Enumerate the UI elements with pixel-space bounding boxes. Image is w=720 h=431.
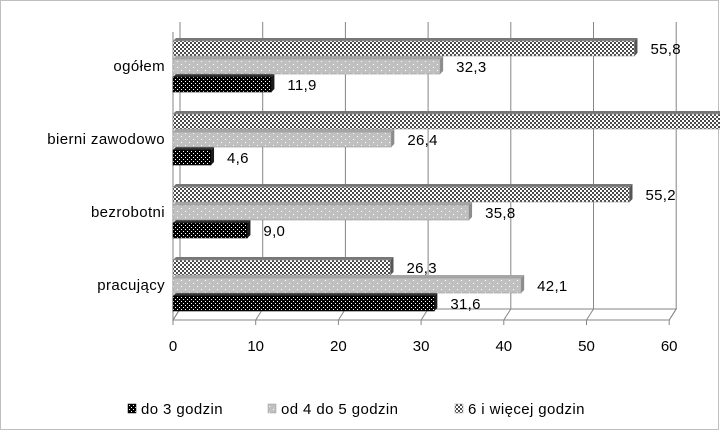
bar-front-face bbox=[172, 204, 470, 221]
bar-front-face bbox=[172, 277, 522, 294]
bar-top-face bbox=[173, 74, 275, 77]
x-tick-label: 50 bbox=[578, 338, 595, 355]
bar-front-face bbox=[172, 131, 392, 148]
bar-end-cap bbox=[391, 129, 395, 147]
bar-end-cap bbox=[629, 184, 633, 202]
bar-front-face bbox=[172, 149, 212, 166]
bar-front-face bbox=[172, 40, 635, 57]
bar-top-face bbox=[173, 293, 438, 296]
category-label: bezrobotni bbox=[91, 204, 165, 221]
bar-1-0 bbox=[172, 56, 444, 75]
gridline-floor-60 bbox=[668, 308, 677, 321]
legend-item: 6 i więcej godzin bbox=[454, 401, 585, 418]
value-label: 55,2 bbox=[646, 187, 676, 204]
bar-0-2 bbox=[172, 220, 251, 239]
bar-2-1 bbox=[172, 111, 720, 130]
x-tick-label: 40 bbox=[495, 338, 512, 355]
bar-1-3 bbox=[172, 275, 525, 294]
gridline-floor-50 bbox=[586, 308, 594, 321]
legend-swatch bbox=[454, 403, 464, 414]
bar-0-3 bbox=[172, 293, 438, 312]
x-tick-label: 20 bbox=[330, 338, 347, 355]
bar-end-cap bbox=[634, 38, 638, 56]
bars bbox=[172, 38, 720, 312]
bar-top-face bbox=[173, 184, 633, 187]
category-label: bierni zawodowo bbox=[47, 131, 165, 148]
value-label: 42,1 bbox=[537, 278, 567, 295]
x-tick-label: 0 bbox=[169, 338, 177, 355]
bar-2-0 bbox=[172, 38, 638, 57]
bar-end-cap bbox=[434, 293, 438, 311]
value-label: 9,0 bbox=[263, 223, 285, 240]
value-label: 35,8 bbox=[485, 205, 515, 222]
legend-label: 6 i więcej godzin bbox=[468, 401, 585, 418]
bar-top-face bbox=[173, 257, 394, 260]
data-labels: 11,932,355,84,626,469,09,035,855,231,642… bbox=[227, 41, 681, 313]
legend-label: od 4 do 5 godzin bbox=[281, 401, 398, 418]
bar-1-2 bbox=[172, 202, 473, 221]
bar-2-3 bbox=[172, 257, 394, 276]
legend-item: do 3 godzin bbox=[127, 401, 223, 418]
bar-end-cap bbox=[271, 74, 275, 92]
gridline-floor-40 bbox=[503, 308, 512, 321]
bar-top-face bbox=[173, 56, 444, 59]
value-label: 26,4 bbox=[407, 132, 437, 149]
bar-top-face bbox=[173, 220, 251, 223]
bar-end-cap bbox=[390, 257, 394, 275]
bar-0-0 bbox=[172, 74, 275, 93]
legend-swatch bbox=[267, 403, 277, 414]
value-label: 32,3 bbox=[456, 59, 486, 76]
value-axis-labels: 0 10 20 30 40 50 60 bbox=[169, 338, 678, 355]
category-label: ogółem bbox=[113, 58, 165, 75]
x-tick-label: 60 bbox=[661, 338, 678, 355]
bar-end-cap bbox=[211, 147, 215, 165]
bar-1-1 bbox=[172, 129, 395, 148]
bar-top-face bbox=[173, 202, 473, 205]
legend-swatch bbox=[127, 403, 137, 414]
category-axis-labels: ogółem bierni zawodowo bezrobotni pracujący bbox=[47, 58, 165, 294]
bar-front-face bbox=[172, 113, 720, 130]
bar-top-face bbox=[173, 38, 638, 41]
category-label: pracujący bbox=[97, 277, 165, 294]
bar-end-cap bbox=[440, 56, 444, 74]
x-tick-label: 30 bbox=[413, 338, 430, 355]
bar-front-face bbox=[172, 259, 391, 276]
value-label: 55,8 bbox=[650, 41, 680, 58]
bar-0-1 bbox=[172, 147, 215, 166]
legend-label: do 3 godzin bbox=[141, 401, 223, 418]
legend-item: od 4 do 5 godzin bbox=[267, 401, 398, 418]
bar-front-face bbox=[172, 222, 248, 239]
bar-front-face bbox=[172, 186, 630, 203]
bar-front-face bbox=[172, 58, 441, 75]
bar-end-cap bbox=[247, 220, 251, 238]
value-label: 11,9 bbox=[287, 77, 316, 94]
bar-top-face bbox=[173, 111, 720, 114]
x-tick-label: 10 bbox=[247, 338, 264, 355]
bar-front-face bbox=[172, 76, 272, 93]
bar-end-cap bbox=[469, 202, 473, 220]
bar-2-2 bbox=[172, 184, 633, 203]
value-label: 26,3 bbox=[407, 260, 437, 277]
bar-end-cap bbox=[521, 275, 525, 293]
value-label: 31,6 bbox=[450, 296, 480, 313]
bar-top-face bbox=[173, 275, 525, 278]
bar-front-face bbox=[172, 295, 435, 312]
bar-top-face bbox=[173, 147, 215, 150]
legend: do 3 godzin od 4 do 5 godzin 6 i więcej go… bbox=[127, 401, 585, 418]
bar-top-face bbox=[173, 129, 395, 132]
value-label: 4,6 bbox=[227, 150, 249, 167]
